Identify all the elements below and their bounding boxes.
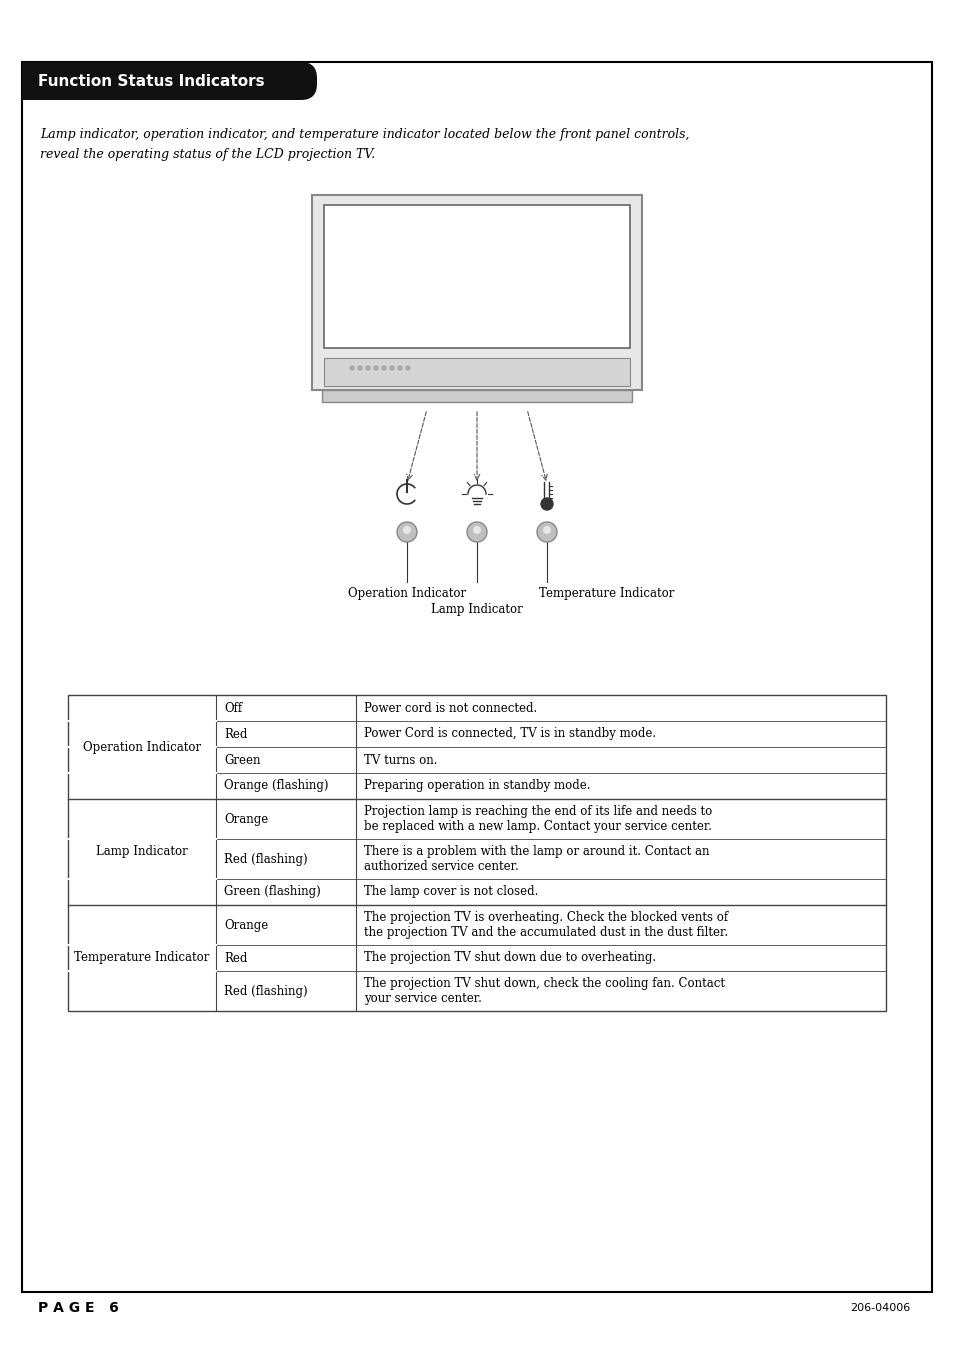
Circle shape [390, 366, 394, 370]
Circle shape [357, 366, 361, 370]
Text: Projection lamp is reaching the end of its life and needs to
be replaced with a : Projection lamp is reaching the end of i… [364, 805, 712, 834]
Text: Red: Red [224, 727, 247, 740]
Text: Lamp indicator, operation indicator, and temperature indicator located below the: Lamp indicator, operation indicator, and… [40, 128, 689, 141]
Text: Temperature Indicator: Temperature Indicator [74, 951, 210, 965]
Text: Red (flashing): Red (flashing) [224, 852, 307, 866]
Text: Preparing operation in standby mode.: Preparing operation in standby mode. [364, 780, 590, 793]
Circle shape [542, 526, 551, 534]
Text: Function Status Indicators: Function Status Indicators [38, 73, 264, 89]
FancyBboxPatch shape [22, 62, 316, 100]
Text: reveal the operating status of the LCD projection TV.: reveal the operating status of the LCD p… [40, 149, 375, 161]
Text: Operation Indicator: Operation Indicator [348, 586, 466, 600]
Text: Lamp Indicator: Lamp Indicator [431, 603, 522, 616]
Text: Orange: Orange [224, 812, 268, 825]
Text: The projection TV shut down due to overheating.: The projection TV shut down due to overh… [364, 951, 656, 965]
Text: Power cord is not connected.: Power cord is not connected. [364, 701, 537, 715]
Circle shape [406, 366, 410, 370]
Circle shape [467, 521, 486, 542]
Text: 206-04006: 206-04006 [849, 1302, 909, 1313]
Text: Operation Indicator: Operation Indicator [83, 740, 201, 754]
Bar [312, 195, 641, 390]
Bar [324, 205, 629, 349]
Text: Power Cord is connected, TV is in standby mode.: Power Cord is connected, TV is in standb… [364, 727, 656, 740]
Text: Red (flashing): Red (flashing) [224, 985, 307, 997]
Circle shape [350, 366, 354, 370]
Circle shape [397, 366, 401, 370]
Circle shape [366, 366, 370, 370]
Text: Temperature Indicator: Temperature Indicator [538, 586, 674, 600]
Circle shape [402, 526, 411, 534]
Text: Red: Red [224, 951, 247, 965]
Circle shape [374, 366, 377, 370]
Text: The projection TV is overheating. Check the blocked vents of
the projection TV a: The projection TV is overheating. Check … [364, 911, 727, 939]
Text: There is a problem with the lamp or around it. Contact an
authorized service cen: There is a problem with the lamp or arou… [364, 844, 709, 873]
Circle shape [381, 366, 386, 370]
Text: Lamp Indicator: Lamp Indicator [96, 846, 188, 858]
Text: Green (flashing): Green (flashing) [224, 885, 320, 898]
Bar [324, 358, 629, 386]
Bar [68, 694, 885, 1011]
Circle shape [396, 521, 416, 542]
Bar [322, 390, 631, 403]
Bar [22, 62, 42, 100]
Text: Orange (flashing): Orange (flashing) [224, 780, 328, 793]
Text: TV turns on.: TV turns on. [364, 754, 437, 766]
Text: Orange: Orange [224, 919, 268, 931]
Text: The projection TV shut down, check the cooling fan. Contact
your service center.: The projection TV shut down, check the c… [364, 977, 724, 1005]
Text: Off: Off [224, 701, 242, 715]
Text: The lamp cover is not closed.: The lamp cover is not closed. [364, 885, 537, 898]
Circle shape [537, 521, 557, 542]
Circle shape [473, 526, 480, 534]
Circle shape [540, 499, 553, 509]
Text: Green: Green [224, 754, 260, 766]
Text: P A G E   6: P A G E 6 [38, 1301, 118, 1315]
